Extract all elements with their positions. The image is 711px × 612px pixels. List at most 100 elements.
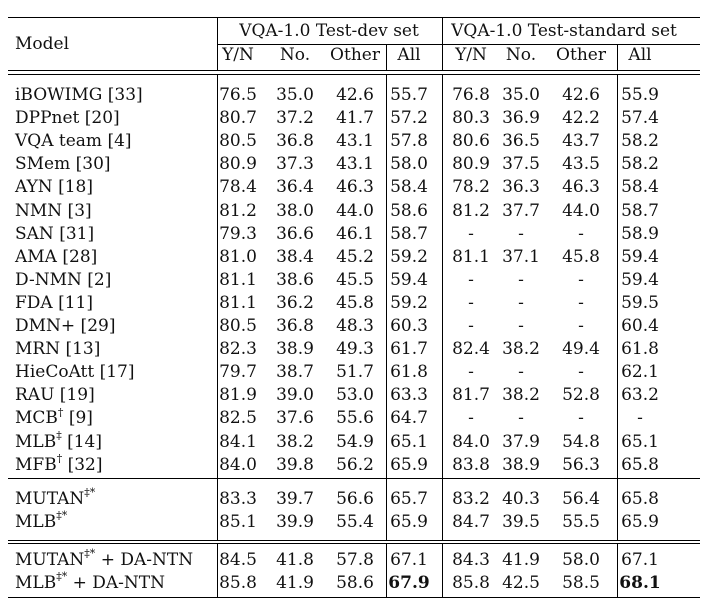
table-cell: 67.1 (390, 550, 428, 570)
table-cell: 59.5 (621, 292, 659, 313)
table-cell: 46.1 (336, 223, 374, 244)
column-divider (442, 544, 443, 597)
table-cell: 83.2 (452, 489, 490, 509)
row-model-name: SMem [30] (15, 154, 111, 174)
table-cell: 84.0 (219, 454, 257, 475)
table-cell: 76.8 (452, 85, 490, 105)
row-model-name: MLB‡* + DA-NTN (15, 571, 165, 594)
table-cell: 49.3 (336, 339, 374, 360)
model-name: NMN [3] (15, 200, 92, 221)
table-cell: 39.7 (276, 489, 314, 509)
row-model-name: MUTAN‡* (15, 486, 96, 509)
table-cell: 83.8 (452, 454, 490, 475)
table-cell: 43.1 (336, 154, 374, 175)
table-cell: 42.2 (562, 108, 600, 129)
table-cell: 60.3 (390, 316, 428, 336)
model-name: AMA [28] (15, 246, 98, 267)
table-cell: 63.2 (621, 385, 659, 406)
table-cell: 81.7 (452, 385, 490, 406)
row-model-name: MLB‡ [14] (15, 428, 102, 452)
model-name: RAU [19] (15, 385, 95, 406)
table-cell: 58.6 (390, 200, 428, 221)
column-header: Other (330, 45, 380, 65)
table-cell: 37.3 (276, 154, 314, 175)
column-header: Y/N (222, 45, 254, 65)
table-cell: 85.1 (219, 512, 257, 533)
column-divider (386, 45, 387, 70)
table-cell: 35.0 (502, 85, 540, 105)
table-cell: 38.0 (276, 200, 314, 221)
model-suffix: [9] (63, 408, 93, 429)
model-superscript: ‡ (56, 428, 62, 442)
table-cell: 37.2 (276, 108, 314, 129)
model-superscript: ‡* (84, 486, 96, 500)
table-cell: 35.0 (276, 85, 314, 105)
table-cell: 65.9 (390, 454, 428, 475)
table-cell: 57.4 (621, 108, 659, 129)
table-cell: 38.7 (276, 362, 314, 383)
table-cell: 55.9 (621, 85, 659, 105)
table-cell: 80.3 (452, 108, 490, 129)
table-cell: 81.1 (452, 246, 490, 267)
row-model-name: DPPnet [20] (15, 108, 120, 128)
row-model-name: DMN+ [29] (15, 316, 115, 336)
column-divider (442, 479, 443, 540)
table-cell: 55.6 (336, 408, 374, 429)
table-cell: - (518, 316, 524, 336)
table-cell: 41.9 (502, 550, 540, 570)
table-cell: 81.0 (219, 246, 257, 267)
table-cell: 51.7 (336, 362, 374, 383)
table-cell: 54.9 (336, 431, 374, 452)
table-cell: 37.9 (502, 431, 540, 452)
table-cell: 65.8 (621, 454, 659, 475)
table-cell: 57.2 (390, 108, 428, 129)
rule-section-2-a (8, 540, 700, 541)
table-cell: 43.5 (562, 154, 600, 175)
model-suffix: + DA-NTN (95, 550, 194, 570)
model-name: DMN+ [29] (15, 316, 116, 336)
header-model: Model (15, 34, 70, 54)
header-group-testdev: VQA-1.0 Test-dev set (239, 21, 419, 41)
rule-bottom (8, 597, 700, 598)
table-cell: 65.1 (390, 431, 428, 452)
model-name: MLB (15, 512, 57, 533)
table-cell: 65.9 (621, 512, 659, 533)
table-cell: 59.4 (621, 246, 659, 267)
table-cell: 81.9 (219, 385, 257, 406)
model-name: SMem [30] (15, 154, 111, 175)
column-divider (386, 544, 387, 597)
table-cell: 59.4 (390, 269, 428, 290)
table-cell: 80.7 (219, 108, 257, 129)
table-cell: 39.5 (502, 512, 540, 533)
model-suffix: + DA-NTN (67, 573, 165, 594)
model-superscript: † (57, 405, 64, 419)
table-cell: 59.2 (390, 246, 428, 267)
table-cell: 36.5 (502, 131, 540, 152)
table-cell: 63.3 (390, 385, 428, 406)
table-cell: 38.9 (502, 454, 540, 475)
column-divider (442, 18, 443, 70)
table-cell: 46.3 (336, 177, 374, 198)
table-cell: - (578, 362, 584, 383)
table-cell: 45.2 (336, 246, 374, 267)
column-header: All (397, 45, 421, 65)
row-model-name: iBOWIMG [33] (15, 85, 143, 105)
table-cell: 65.1 (621, 431, 659, 452)
table-cell: 39.0 (276, 385, 314, 406)
table-cell: 38.2 (276, 431, 314, 452)
table-cell: 59.2 (390, 292, 428, 313)
table-cell: 56.3 (562, 454, 600, 475)
table-cell: 67.9 (388, 573, 430, 594)
table-cell: 81.2 (452, 200, 490, 221)
table-cell: 55.4 (336, 512, 374, 533)
table-cell: 65.8 (621, 489, 659, 509)
table-cell: 59.4 (621, 269, 659, 290)
table-cell: 80.5 (219, 316, 257, 336)
column-divider (617, 479, 618, 540)
rule-section-1 (8, 478, 700, 479)
model-name: MLB (15, 431, 57, 452)
model-name: VQA team [4] (15, 131, 132, 152)
table-cell: 49.4 (562, 339, 600, 360)
column-header: All (628, 45, 652, 65)
